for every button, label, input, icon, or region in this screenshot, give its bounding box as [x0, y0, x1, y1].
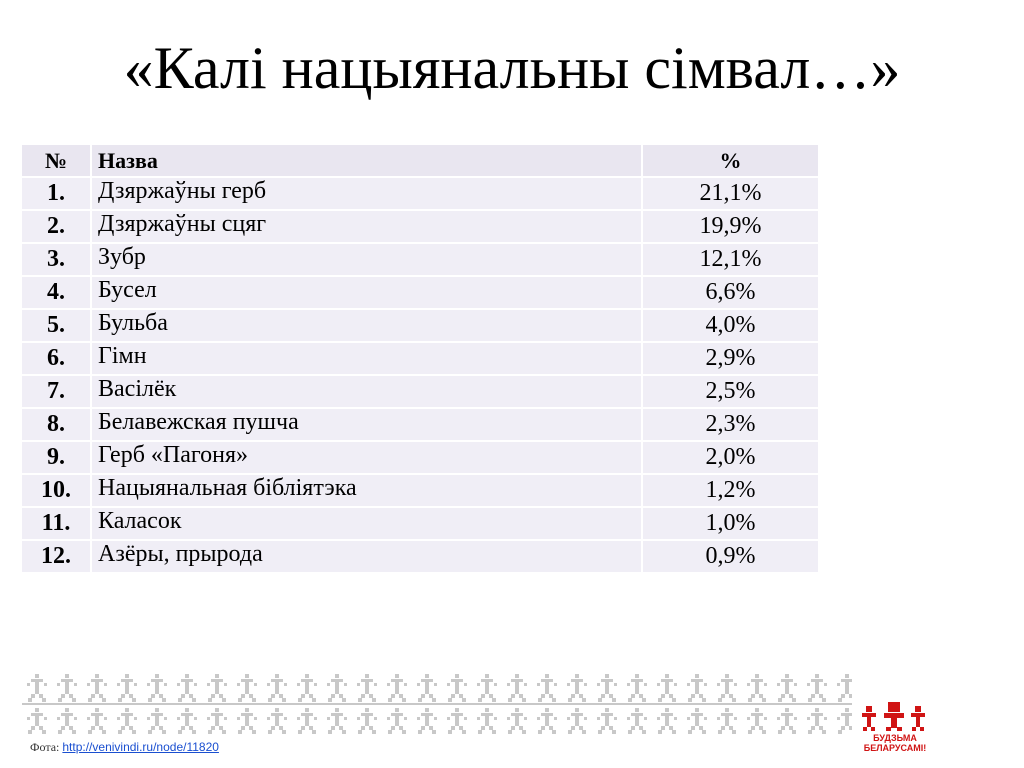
row-num: 7.	[20, 374, 92, 409]
row-num: 2.	[20, 209, 92, 244]
header-pct: %	[641, 143, 820, 178]
table-row: 3. Зубр 12,1%	[20, 242, 820, 277]
row-name: Бусел	[90, 275, 643, 310]
logo-text: БУДЗЬМА БЕЛАРУСАМІ!	[858, 733, 932, 753]
row-pct: 21,1%	[641, 176, 820, 211]
table-row: 11. Каласок 1,0%	[20, 506, 820, 541]
belarusian-folk-pattern-icon	[22, 670, 852, 736]
row-pct: 2,9%	[641, 341, 820, 376]
table-row: 7. Васілёк 2,5%	[20, 374, 820, 409]
symbols-table: № Назва % 1. Дзяржаўны герб 21,1% 2. Дзяржа…	[20, 143, 820, 574]
logo-line-2: БЕЛАРУСАМІ!	[863, 743, 927, 753]
row-num: 11.	[20, 506, 92, 541]
row-num: 1.	[20, 176, 92, 211]
row-pct: 0,9%	[641, 539, 820, 574]
table-row: 5. Бульба 4,0%	[20, 308, 820, 343]
row-pct: 19,9%	[641, 209, 820, 244]
header-num: №	[20, 143, 92, 178]
header-name: Назва	[90, 143, 643, 178]
row-name: Белавежская пушча	[90, 407, 643, 442]
row-num: 5.	[20, 308, 92, 343]
row-name: Герб «Пагоня»	[90, 440, 643, 475]
row-name: Азёры, прырода	[90, 539, 643, 574]
row-num: 3.	[20, 242, 92, 277]
row-num: 6.	[20, 341, 92, 376]
table-row: 1. Дзяржаўны герб 21,1%	[20, 176, 820, 211]
row-pct: 1,0%	[641, 506, 820, 541]
table-header-row: № Назва %	[20, 143, 820, 178]
row-num: 4.	[20, 275, 92, 310]
row-name: Зубр	[90, 242, 643, 277]
row-num: 8.	[20, 407, 92, 442]
table-row: 4. Бусел 6,6%	[20, 275, 820, 310]
credit-link[interactable]: http://venivindi.ru/node/11820	[62, 740, 219, 754]
row-pct: 6,6%	[641, 275, 820, 310]
page-title: «Калі нацыянальны сімвал…»	[123, 35, 901, 101]
row-name: Васілёк	[90, 374, 643, 409]
row-name: Нацыянальная бібліятэка	[90, 473, 643, 508]
logo-line-1: БУДЗЬМА	[873, 733, 917, 743]
row-name: Каласок	[90, 506, 643, 541]
row-num: 9.	[20, 440, 92, 475]
row-name: Бульба	[90, 308, 643, 343]
row-pct: 1,2%	[641, 473, 820, 508]
table-row: 6. Гімн 2,9%	[20, 341, 820, 376]
row-pct: 2,3%	[641, 407, 820, 442]
row-pct: 2,5%	[641, 374, 820, 409]
row-name: Дзяржаўны герб	[90, 176, 643, 211]
row-pct: 2,0%	[641, 440, 820, 475]
row-name: Дзяржаўны сцяг	[90, 209, 643, 244]
table-row: 12. Азёры, прырода 0,9%	[20, 539, 820, 574]
row-pct: 4,0%	[641, 308, 820, 343]
table-row: 8. Белавежская пушча 2,3%	[20, 407, 820, 442]
table-row: 9. Герб «Пагоня» 2,0%	[20, 440, 820, 475]
budzma-logo-icon	[862, 702, 925, 731]
photo-credit: Фота: http://venivindi.ru/node/11820	[30, 740, 219, 755]
table-row: 2. Дзяржаўны сцяг 19,9%	[20, 209, 820, 244]
row-num: 10.	[20, 473, 92, 508]
row-num: 12.	[20, 539, 92, 574]
credit-label: Фота:	[30, 740, 60, 754]
table-row: 10. Нацыянальная бібліятэка 1,2%	[20, 473, 820, 508]
row-name: Гімн	[90, 341, 643, 376]
row-pct: 12,1%	[641, 242, 820, 277]
